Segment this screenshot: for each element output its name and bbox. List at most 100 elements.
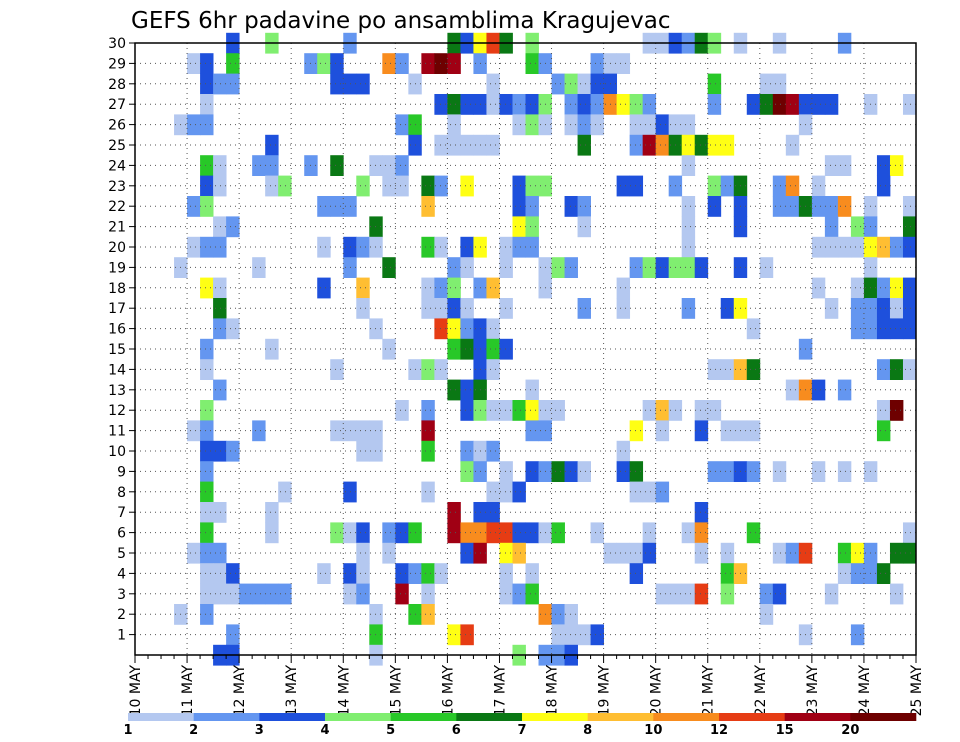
heatmap-cell xyxy=(499,522,513,544)
heatmap-cell xyxy=(512,236,526,258)
heatmap-cell xyxy=(226,73,240,95)
heatmap-cell xyxy=(460,94,474,115)
heatmap-cell xyxy=(343,420,357,442)
heatmap-cell xyxy=(694,502,709,523)
heatmap-cell xyxy=(642,542,657,564)
heatmap-cell xyxy=(512,400,526,421)
heatmap-cell xyxy=(278,583,292,605)
heatmap-cell xyxy=(564,73,578,95)
heatmap-cell xyxy=(811,94,826,115)
x-axis: 10 MAY 11 MAY 12 MAY 13 MAY 14 MAY 15 MAY 16 M… xyxy=(128,655,925,716)
heatmap-cell xyxy=(382,542,396,564)
heatmap-cell xyxy=(369,216,383,238)
heatmap-cell xyxy=(330,196,344,217)
colorbar-segment xyxy=(587,713,654,721)
heatmap-cell xyxy=(577,196,591,217)
heatmap-cell xyxy=(772,461,787,482)
heatmap-cell xyxy=(213,298,227,319)
heatmap-cell xyxy=(512,216,526,238)
heatmap-cell xyxy=(577,298,591,319)
colorbar-label: 1 xyxy=(123,723,132,738)
heatmap-cell xyxy=(551,604,565,625)
heatmap-cell xyxy=(486,277,500,299)
heatmap-cell xyxy=(681,236,696,258)
heatmap-cell xyxy=(460,461,474,482)
x-tick-label: 22 MAY xyxy=(753,665,769,717)
heatmap-cell xyxy=(213,73,227,95)
heatmap-cell xyxy=(629,420,644,442)
heatmap-cell xyxy=(421,298,435,319)
y-tick-label: 17 xyxy=(108,301,126,317)
heatmap-cell xyxy=(421,53,435,74)
heatmap-cell xyxy=(395,175,409,197)
heatmap-cell xyxy=(772,94,787,115)
heatmap-cell xyxy=(564,257,578,278)
heatmap-cell xyxy=(356,73,370,95)
heatmap-cell xyxy=(616,175,631,197)
dotted-grid xyxy=(135,42,916,655)
heatmap-cell xyxy=(889,277,904,299)
colorbar-segment xyxy=(325,713,391,721)
heatmap-cell xyxy=(707,461,722,482)
heatmap-cell xyxy=(460,236,474,258)
heatmap-cell xyxy=(213,379,227,401)
heatmap-cell xyxy=(200,53,214,74)
heatmap-cell xyxy=(577,461,591,482)
heatmap-cell xyxy=(421,604,435,625)
heatmap-cells xyxy=(174,32,917,666)
heatmap-cell xyxy=(889,236,904,258)
heatmap-cell xyxy=(330,155,344,176)
heatmap-cell xyxy=(642,522,657,544)
x-tick-label: 15 MAY xyxy=(388,665,404,717)
heatmap-cell xyxy=(629,94,644,115)
heatmap-cell xyxy=(447,318,461,340)
heatmap-cell xyxy=(421,583,435,605)
heatmap-cell xyxy=(434,563,448,584)
heatmap-cell xyxy=(746,461,761,482)
heatmap-cell xyxy=(746,94,761,115)
heatmap-cell xyxy=(330,73,344,95)
heatmap-cell xyxy=(629,114,644,136)
heatmap-cell xyxy=(356,175,370,197)
heatmap-cell xyxy=(889,583,904,605)
x-tick-label: 21 MAY xyxy=(701,665,717,717)
heatmap-cell xyxy=(720,461,735,482)
heatmap-cell xyxy=(525,522,539,544)
heatmap-cell xyxy=(564,94,578,115)
heatmap-cell xyxy=(486,502,500,523)
heatmap-cell xyxy=(837,196,852,217)
heatmap-cell xyxy=(902,277,917,299)
heatmap-cell xyxy=(551,257,565,278)
heatmap-cell xyxy=(187,236,201,258)
heatmap-cell xyxy=(369,318,383,340)
heatmap-cell xyxy=(525,420,539,442)
heatmap-cell xyxy=(421,277,435,299)
heatmap-cell xyxy=(876,420,891,442)
heatmap-cell xyxy=(460,338,474,360)
heatmap-cell xyxy=(681,114,696,136)
heatmap-cell xyxy=(720,563,735,584)
heatmap-cell xyxy=(421,563,435,584)
heatmap-cell xyxy=(902,216,917,238)
y-tick-label: 14 xyxy=(108,362,126,378)
colorbar-label: 12 xyxy=(710,723,728,738)
heatmap-cell xyxy=(460,134,474,156)
heatmap-cell xyxy=(811,236,826,258)
heatmap-cell xyxy=(850,563,865,584)
heatmap-cell xyxy=(616,542,631,564)
heatmap-cell xyxy=(876,318,891,340)
heatmap-cell xyxy=(837,563,852,584)
heatmap-cell xyxy=(525,400,539,421)
heatmap-cell xyxy=(343,481,357,503)
heatmap-cell xyxy=(759,583,774,605)
heatmap-cell xyxy=(382,257,396,278)
heatmap-cell xyxy=(564,461,578,482)
heatmap-cell xyxy=(486,338,500,360)
heatmap-cell xyxy=(499,481,513,503)
heatmap-cell xyxy=(837,155,852,176)
heatmap-cell xyxy=(616,53,631,74)
colorbar-segment xyxy=(653,713,720,721)
heatmap-cell xyxy=(434,134,448,156)
